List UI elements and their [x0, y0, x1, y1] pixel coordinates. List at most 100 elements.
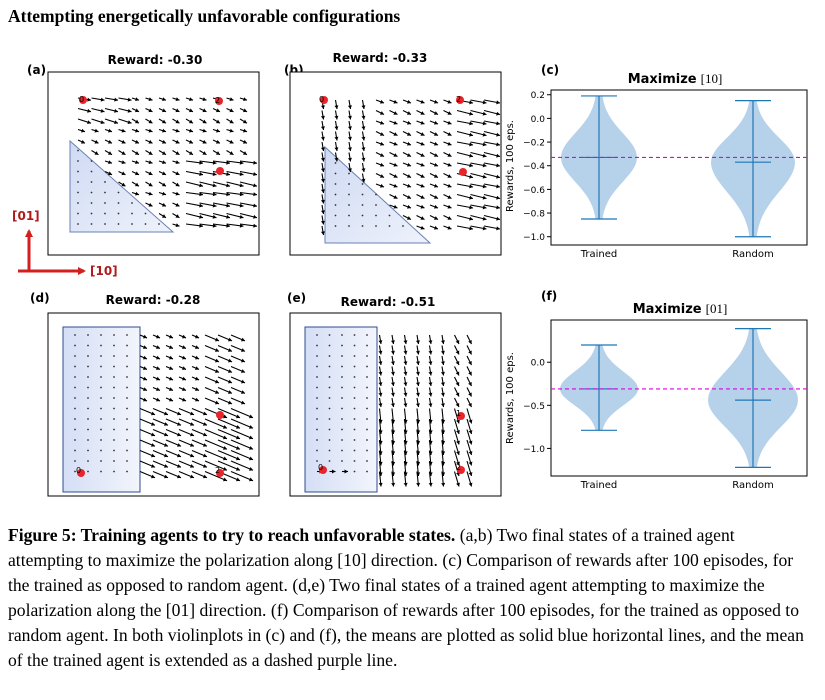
lattice-site	[361, 183, 364, 185]
polarization-arrow-head	[347, 105, 352, 109]
polarization-arrow-head	[320, 189, 325, 193]
polarization-arrow-head	[248, 446, 253, 450]
polarization-arrow-head	[393, 195, 398, 199]
polarization-arrow-head	[380, 141, 384, 146]
polarization-arrow-head	[468, 472, 473, 476]
polarization-arrow-head	[239, 214, 244, 219]
polarization-arrow-head	[407, 99, 411, 104]
polarization-arrow-head	[226, 172, 230, 177]
lattice-site	[74, 460, 76, 462]
panel-title: Reward: -0.28	[106, 293, 201, 307]
lattice-site	[100, 386, 102, 389]
polarization-arrow-head	[163, 432, 168, 437]
polarization-arrow-head	[320, 210, 325, 214]
lattice-site	[341, 460, 343, 462]
polarization-arrow-head	[181, 355, 186, 360]
polarization-arrow-head	[175, 160, 180, 165]
polarization-field	[320, 99, 501, 236]
polarization-arrow-head	[150, 432, 155, 437]
polarization-arrow-head	[420, 183, 425, 188]
polarization-arrow-head	[347, 147, 352, 151]
polarization-arrow-head	[379, 174, 384, 178]
lattice-site	[113, 355, 115, 357]
polarization-arrow-head	[189, 422, 194, 426]
polarization-arrow-head	[235, 446, 240, 450]
polarization-arrow-head	[212, 172, 217, 177]
lattice-site	[353, 428, 356, 431]
polarization-arrow-head	[202, 119, 207, 124]
lattice-site	[126, 376, 128, 378]
agent-label: 0	[319, 95, 324, 104]
y-tick-label: 0.0	[531, 115, 546, 125]
lattice-site	[77, 181, 79, 183]
polarization-arrow-head	[194, 387, 199, 391]
lattice-site	[353, 386, 356, 389]
polarization-arrow-head	[148, 171, 153, 176]
polarization-arrow-head	[420, 195, 425, 199]
polarization-arrow-head	[482, 216, 487, 221]
polarization-arrow-head	[482, 142, 487, 147]
lattice-site	[74, 397, 76, 399]
polarization-arrow-head	[468, 392, 472, 397]
polarization-arrow-head	[199, 183, 203, 188]
agent-dot	[77, 469, 85, 477]
figure-5: (a) Reward: -0.30 0 2 (b) Reward: -0.33 …	[12, 51, 808, 497]
polarization-arrow-head	[214, 379, 219, 384]
lattice-site	[113, 334, 115, 336]
polarization-arrow-head	[334, 126, 339, 130]
polarization-arrow-head	[188, 119, 193, 124]
polarization-arrow-head	[434, 141, 438, 146]
x-tick-label: Trained	[580, 249, 618, 260]
polarization-arrow-head	[428, 350, 433, 355]
polarization-arrow-head	[107, 139, 112, 144]
lattice-site	[126, 418, 128, 420]
polarization-arrow-head	[202, 151, 207, 155]
polarization-arrow-head	[253, 192, 257, 197]
title-value: [10]	[701, 71, 723, 86]
lattice-site	[113, 460, 115, 462]
polarization-arrow	[204, 418, 228, 429]
polarization-arrow-head	[176, 474, 181, 479]
polarization-arrow-head	[407, 120, 411, 125]
polarization-arrow-head	[496, 216, 500, 221]
lattice-site	[77, 212, 79, 215]
polarization-arrow-head	[455, 371, 460, 376]
lattice-site	[77, 160, 79, 162]
polarization-arrow-head	[361, 178, 366, 183]
lattice-site	[113, 449, 115, 452]
polarization-arrow-head	[212, 203, 217, 208]
polarization-arrow-head	[440, 361, 445, 365]
polarization-arrow-head	[482, 226, 487, 231]
polarization-arrow-head	[320, 231, 325, 235]
lattice-site	[328, 355, 331, 357]
polarization-arrow-head	[199, 192, 203, 197]
polarization-arrow-head	[215, 139, 220, 144]
polarization-arrow-head	[420, 204, 425, 209]
polarization-arrow-head	[243, 128, 247, 133]
y-tick-label: −0.6	[523, 186, 545, 196]
lattice-site	[316, 386, 318, 389]
polarization-arrow-head	[134, 119, 139, 124]
polarization-arrow-head	[199, 214, 203, 219]
polarization-arrow-head	[420, 132, 425, 136]
polarization-arrow-head	[127, 108, 132, 113]
polarization-arrow-head	[239, 183, 244, 188]
polarization-arrow-head	[176, 411, 181, 416]
polarization-arrow-head	[194, 334, 199, 339]
polarization-arrow-head	[222, 467, 227, 471]
lattice-site	[328, 397, 331, 399]
polarization-arrow-head	[202, 464, 207, 468]
lattice-site	[334, 225, 337, 227]
lattice-site	[100, 334, 102, 336]
lattice-site	[126, 334, 128, 336]
polarization-arrow-head	[334, 105, 339, 109]
lattice-site	[126, 355, 128, 357]
agent-dot	[319, 466, 327, 474]
polarization-arrow-head	[420, 111, 425, 115]
polarization-arrow-head	[482, 132, 487, 137]
lattice-site	[100, 470, 102, 473]
y-tick-label: −0.2	[523, 139, 545, 149]
polarization-arrow-head	[168, 366, 173, 370]
lattice-site	[104, 191, 106, 194]
polarization-arrow-head	[181, 387, 186, 391]
